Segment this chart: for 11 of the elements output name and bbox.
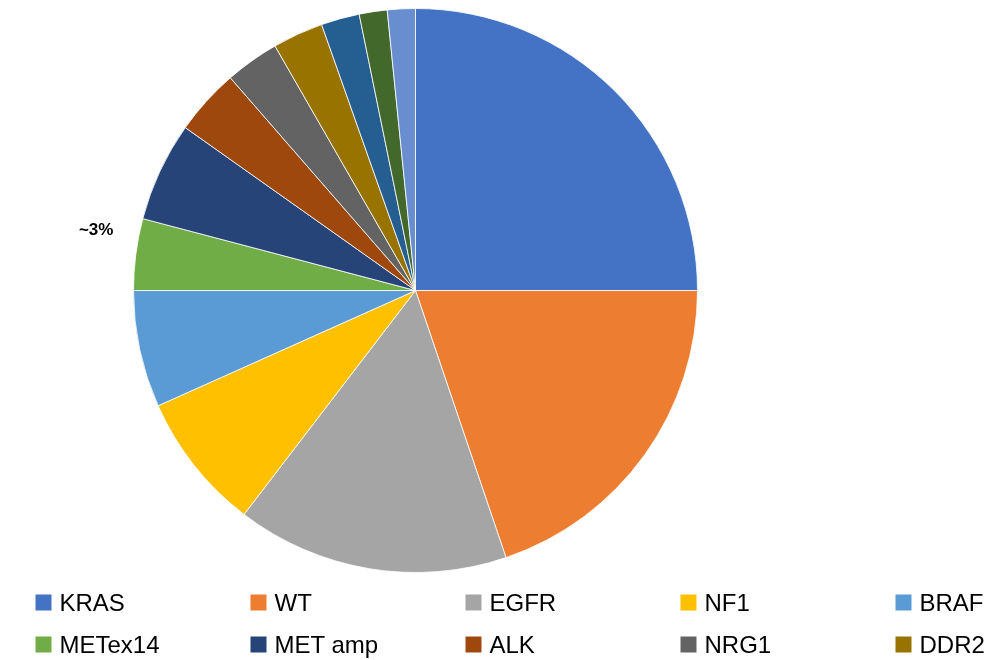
- legend-label: NF1: [704, 589, 750, 616]
- legend-label: ALK: [489, 631, 535, 658]
- legend-label: MET amp: [274, 631, 379, 658]
- legend-label: EGFR: [489, 589, 557, 616]
- legend-label: BRAF: [919, 589, 984, 616]
- legend-label: METex14: [59, 631, 160, 658]
- legend-label: KRAS: [59, 589, 125, 616]
- text: ~3%: [78, 219, 114, 239]
- legend-label: DDR2: [919, 631, 985, 658]
- legend-label: WT: [274, 589, 313, 616]
- legend-label: NRG1: [704, 631, 772, 658]
